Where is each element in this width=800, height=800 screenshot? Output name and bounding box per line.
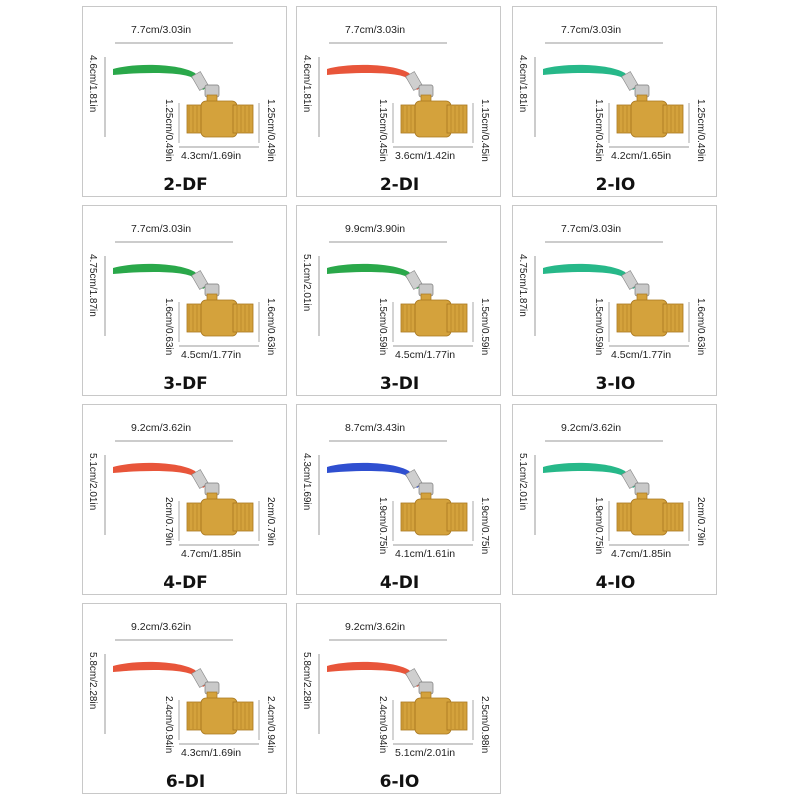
width-label: 7.7cm/3.03in	[561, 223, 622, 235]
right-dim-label: 2.5cm/0.98in	[479, 696, 490, 754]
width-label: 9.2cm/3.62in	[131, 422, 192, 434]
length-label: 4.3cm/1.69in	[181, 747, 242, 759]
product-name: 6-IO	[379, 772, 420, 792]
left-dim-label: 1.9cm/0.75in	[377, 497, 388, 555]
length-label: 5.1cm/2.01in	[395, 747, 456, 759]
product-name: 4-IO	[595, 573, 636, 593]
valve-handle-shape	[113, 462, 207, 488]
valve-illustration	[104, 639, 260, 745]
left-dim-label: 1.9cm/0.75in	[593, 497, 604, 555]
width-label: 7.7cm/3.03in	[131, 24, 192, 36]
length-label: 4.2cm/1.65in	[611, 150, 672, 162]
width-label: 8.7cm/3.43in	[345, 422, 406, 434]
product-card: 7.7cm/3.03in 4.75cm/1.87in 1.6cm/0.63in 1.6…	[82, 205, 287, 396]
length-label: 4.7cm/1.85in	[181, 548, 242, 560]
valve-handle-shape	[543, 462, 637, 488]
valve-illustration	[534, 440, 690, 546]
product-card: 9.9cm/3.90in 5.1cm/2.01in 1.5cm/0.59in 1.5c…	[296, 205, 501, 396]
right-dim-label: 2.4cm/0.94in	[265, 696, 276, 754]
width-label: 7.7cm/3.03in	[561, 24, 622, 36]
valve-illustration	[534, 42, 690, 148]
height-label: 4.6cm/1.81in	[301, 55, 312, 113]
left-dim-label: 2.4cm/0.94in	[377, 696, 388, 754]
width-label: 7.7cm/3.03in	[131, 223, 192, 235]
left-dim-label: 1.25cm/0.49in	[163, 99, 174, 162]
product-card: 9.2cm/3.62in 5.8cm/2.28in 2.4cm/0.94in 2.4c…	[82, 603, 287, 794]
height-label: 5.1cm/2.01in	[87, 453, 98, 511]
left-dim-label: 1.5cm/0.59in	[377, 298, 388, 356]
length-label: 3.6cm/1.42in	[395, 150, 456, 162]
valve-handle-shape	[543, 64, 637, 90]
valve-handle-shape	[327, 462, 421, 488]
right-dim-label: 2cm/0.79in	[265, 497, 276, 546]
right-dim-label: 1.5cm/0.59in	[479, 298, 490, 356]
height-label: 4.75cm/1.87in	[87, 254, 98, 317]
valve-illustration	[318, 241, 474, 347]
height-label: 5.1cm/2.01in	[301, 254, 312, 312]
product-card: 7.7cm/3.03in 4.6cm/1.81in 1.15cm/0.45in 1.2…	[512, 6, 717, 197]
width-label: 7.7cm/3.03in	[345, 24, 406, 36]
product-name: 2-DI	[379, 175, 420, 195]
valve-handle-shape	[327, 661, 421, 687]
product-name: 3-DI	[379, 374, 420, 394]
right-dim-label: 2cm/0.79in	[695, 497, 706, 546]
valve-handle-shape	[113, 64, 207, 90]
height-label: 5.8cm/2.28in	[87, 652, 98, 710]
product-name: 3-DF	[163, 374, 208, 394]
product-name: 4-DI	[379, 573, 420, 593]
valve-illustration	[534, 241, 690, 347]
product-name: 4-DF	[163, 573, 208, 593]
left-dim-label: 1.15cm/0.45in	[593, 99, 604, 162]
valve-handle-shape	[113, 661, 207, 687]
valve-illustration	[104, 440, 260, 546]
height-label: 4.6cm/1.81in	[517, 55, 528, 113]
valve-illustration	[318, 639, 474, 745]
left-dim-label: 1.6cm/0.63in	[163, 298, 174, 356]
right-dim-label: 1.6cm/0.63in	[695, 298, 706, 356]
product-card: 7.7cm/3.03in 4.75cm/1.87in 1.5cm/0.59in 1.6…	[512, 205, 717, 396]
length-label: 4.3cm/1.69in	[181, 150, 242, 162]
left-dim-label: 1.5cm/0.59in	[593, 298, 604, 356]
product-name: 6-DI	[165, 772, 206, 792]
length-label: 4.5cm/1.77in	[395, 349, 456, 361]
product-card: 7.7cm/3.03in 4.6cm/1.81in 1.15cm/0.45in 1.1…	[296, 6, 501, 197]
product-name: 3-IO	[595, 374, 636, 394]
width-label: 9.2cm/3.62in	[561, 422, 622, 434]
product-name: 2-DF	[163, 175, 208, 195]
valve-handle-shape	[327, 263, 421, 289]
length-label: 4.7cm/1.85in	[611, 548, 672, 560]
height-label: 4.75cm/1.87in	[517, 254, 528, 317]
length-label: 4.5cm/1.77in	[611, 349, 672, 361]
width-label: 9.9cm/3.90in	[345, 223, 406, 235]
valve-handle-shape	[543, 263, 637, 289]
product-card: 8.7cm/3.43in 4.3cm/1.69in 1.9cm/0.75in 1.9c…	[296, 404, 501, 595]
width-label: 9.2cm/3.62in	[131, 621, 192, 633]
left-dim-label: 2.4cm/0.94in	[163, 696, 174, 754]
height-label: 5.8cm/2.28in	[301, 652, 312, 710]
valve-illustration	[318, 42, 474, 148]
length-label: 4.1cm/1.61in	[395, 548, 456, 560]
product-name: 2-IO	[595, 175, 636, 195]
height-label: 4.6cm/1.81in	[87, 55, 98, 113]
valve-handle-shape	[113, 263, 207, 289]
left-dim-label: 1.15cm/0.45in	[377, 99, 388, 162]
height-label: 5.1cm/2.01in	[517, 453, 528, 511]
right-dim-label: 1.15cm/0.45in	[479, 99, 490, 162]
right-dim-label: 1.6cm/0.63in	[265, 298, 276, 356]
height-label: 4.3cm/1.69in	[301, 453, 312, 511]
valve-illustration	[318, 440, 474, 546]
left-dim-label: 2cm/0.79in	[163, 497, 174, 546]
valve-handle-shape	[327, 64, 421, 90]
product-card: 9.2cm/3.62in 5.8cm/2.28in 2.4cm/0.94in 2.5c…	[296, 603, 501, 794]
right-dim-label: 1.25cm/0.49in	[695, 99, 706, 162]
width-label: 9.2cm/3.62in	[345, 621, 406, 633]
right-dim-label: 1.25cm/0.49in	[265, 99, 276, 162]
product-card: 9.2cm/3.62in 5.1cm/2.01in 1.9cm/0.75in 2cm/…	[512, 404, 717, 595]
length-label: 4.5cm/1.77in	[181, 349, 242, 361]
valve-illustration	[104, 241, 260, 347]
valve-illustration	[104, 42, 260, 148]
product-card: 9.2cm/3.62in 5.1cm/2.01in 2cm/0.79in 2cm/0.…	[82, 404, 287, 595]
right-dim-label: 1.9cm/0.75in	[479, 497, 490, 555]
product-card: 7.7cm/3.03in 4.6cm/1.81in 1.25cm/0.49in 1.2…	[82, 6, 287, 197]
